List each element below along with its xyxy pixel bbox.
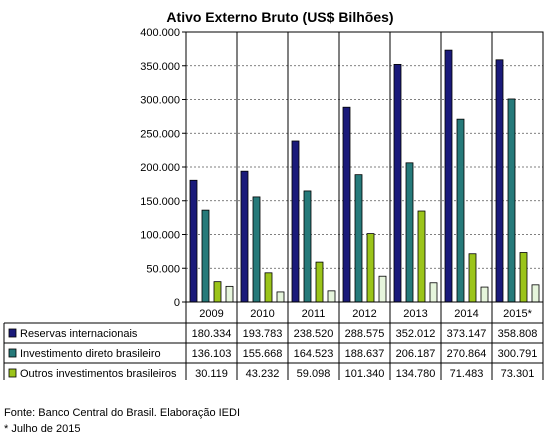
y-tick-label: 100.000 (140, 230, 180, 242)
date-note: * Julho de 2015 (4, 423, 81, 435)
x-tick-label: 2009 (199, 308, 223, 320)
bar (240, 170, 249, 303)
legend-label: Reservas internacionais (20, 328, 138, 340)
bar (315, 261, 324, 303)
x-tick-label: 2011 (302, 308, 326, 320)
bar (480, 286, 489, 303)
bar (342, 106, 351, 303)
data-label: 180.334 (192, 328, 232, 340)
data-label: 71.483 (450, 368, 484, 380)
data-label: 206.187 (396, 348, 436, 360)
bar (468, 253, 477, 303)
legend-label: Outros investimentos brasileiros (20, 368, 177, 380)
data-label: 101.340 (345, 368, 385, 380)
bar (201, 209, 210, 303)
bar (252, 196, 261, 303)
x-tick-label: 2015* (503, 308, 532, 320)
x-tick-label: 2012 (352, 308, 376, 320)
chart: Ativo Externo Bruto (US$ Bilhões) 0 50.00… (3, 9, 544, 380)
data-label: 358.808 (498, 328, 538, 340)
x-tick-label: 2010 (250, 308, 274, 320)
data-label: 30.119 (195, 368, 228, 380)
data-label: 73.301 (501, 368, 535, 380)
y-tick-label: 300.000 (140, 95, 180, 107)
legend-swatch (8, 328, 17, 338)
data-label: 300.791 (498, 348, 538, 360)
bar (444, 49, 453, 303)
bar (303, 190, 312, 303)
bar (495, 59, 504, 303)
legend-swatch (8, 348, 17, 358)
bar (429, 282, 438, 303)
plot-frame (185, 31, 544, 303)
bar (213, 281, 222, 303)
y-tick-label: 0 (174, 297, 180, 309)
y-tick-label: 400.000 (140, 27, 180, 39)
source-note: Fonte: Banco Central do Brasil. Elaboraç… (4, 407, 241, 419)
data-label: 59.098 (297, 368, 331, 380)
plot-area: 0 50.000 100.000 150.000 200.000 250.000 300.0… (140, 27, 544, 309)
bar (531, 284, 540, 303)
data-label: 238.520 (294, 328, 334, 340)
data-table: 2009 2010 2011 2012 2013 2014 2015* Reservas in… (3, 302, 544, 380)
data-label: 188.637 (345, 348, 385, 360)
legend-label: Investimento direto brasileiro (20, 348, 161, 360)
bar (417, 210, 426, 303)
data-label: 155.668 (243, 348, 283, 360)
data-label: 134.780 (396, 368, 436, 380)
data-label: 270.864 (447, 348, 487, 360)
data-label: 373.147 (447, 328, 487, 340)
bar (276, 291, 285, 303)
y-tick-label: 350.000 (140, 61, 180, 73)
data-label: 193.783 (243, 328, 283, 340)
bar (264, 272, 273, 303)
bar (378, 275, 387, 303)
bar (405, 162, 414, 303)
y-tick-label: 200.000 (140, 162, 180, 174)
chart-title: Ativo Externo Bruto (US$ Bilhões) (166, 9, 393, 25)
y-tick-label: 50.000 (146, 263, 180, 275)
bar (507, 98, 516, 303)
bar (366, 233, 375, 303)
data-label: 136.103 (192, 348, 232, 360)
x-tick-label: 2014 (454, 308, 478, 320)
bar (291, 140, 300, 303)
x-tick-label: 2013 (403, 308, 427, 320)
bar (354, 174, 363, 303)
bar (189, 179, 198, 303)
data-label: 288.575 (345, 328, 385, 340)
bar (327, 290, 336, 303)
legend-swatch (8, 368, 17, 378)
bar (225, 285, 234, 303)
data-label: 164.523 (294, 348, 334, 360)
bar (393, 63, 402, 303)
data-label: 352.012 (396, 328, 436, 340)
bar (519, 252, 528, 303)
data-label: 43.232 (246, 368, 280, 380)
y-tick-label: 250.000 (140, 128, 180, 140)
bar (456, 118, 465, 303)
y-tick-label: 150.000 (140, 196, 180, 208)
